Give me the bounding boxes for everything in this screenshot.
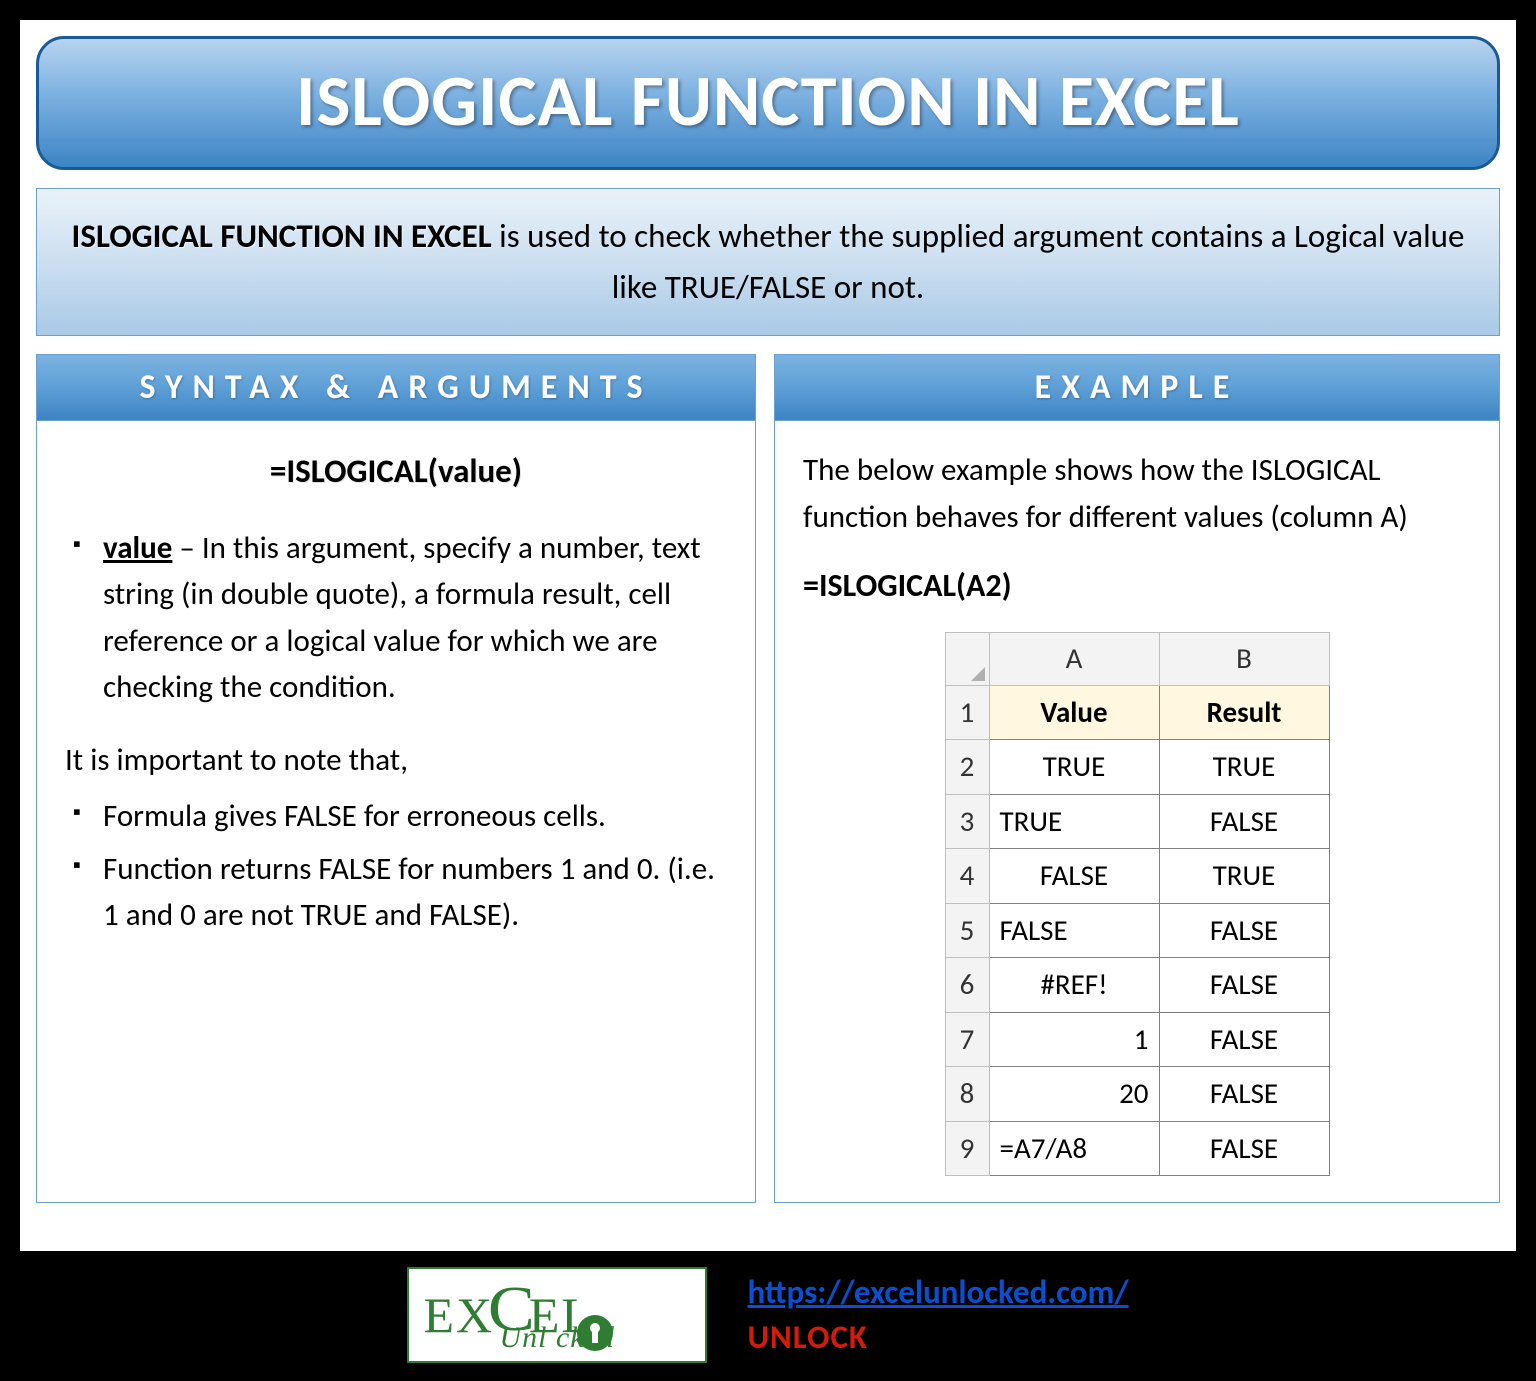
excel-row-number: 7 <box>945 1012 989 1067</box>
excel-row-number: 5 <box>945 903 989 958</box>
syntax-header: SYNTAX & ARGUMENTS <box>37 355 755 421</box>
excel-cell-value: FALSE <box>989 849 1159 904</box>
excel-cell-result: FALSE <box>1159 1121 1329 1176</box>
note-item: Function returns FALSE for numbers 1 and… <box>99 846 727 939</box>
excel-cell-value: TRUE <box>989 794 1159 849</box>
example-body: The below example shows how the ISLOGICA… <box>775 421 1499 1202</box>
excel-cell-value: 20 <box>989 1067 1159 1122</box>
excel-header-row: 1 Value Result <box>945 685 1329 740</box>
argument-item: value – In this argument, specify a numb… <box>99 525 727 711</box>
page-root: ISLOGICAL FUNCTION IN EXCEL ISLOGICAL FU… <box>0 0 1536 1381</box>
excel-col-header: B <box>1159 633 1329 686</box>
footer-link[interactable]: https://excelunlocked.com/ <box>747 1272 1128 1312</box>
excel-col-header-row: A B <box>945 633 1329 686</box>
excel-table-wrap: A B 1 Value Result 2TRUETRUE3TRUEFALSE4F… <box>803 632 1471 1176</box>
excel-data-row: 5FALSEFALSE <box>945 903 1329 958</box>
argument-name: value <box>103 529 172 567</box>
notes-list: Formula gives FALSE for erroneous cells.… <box>65 793 727 939</box>
excel-data-row: 9=A7/A8FALSE <box>945 1121 1329 1176</box>
description-lead: ISLOGICAL FUNCTION IN EXCEL <box>72 216 492 256</box>
excel-row-number: 6 <box>945 958 989 1013</box>
excel-corner-cell <box>945 633 989 686</box>
excel-row-number: 8 <box>945 1067 989 1122</box>
excel-data-row: 6#REF!FALSE <box>945 958 1329 1013</box>
footer-unlock: UNLOCK <box>747 1317 868 1357</box>
footer: EX C EL Unl cked https://excelunlocked.c… <box>18 1267 1518 1363</box>
excel-header-cell: Value <box>989 685 1159 740</box>
example-formula: =ISLOGICAL(A2) <box>803 562 1471 610</box>
excel-cell-result: TRUE <box>1159 849 1329 904</box>
syntax-formula: =ISLOGICAL(value) <box>65 447 727 497</box>
excel-cell-value: #REF! <box>989 958 1159 1013</box>
argument-desc: – In this argument, specify a number, te… <box>103 529 701 707</box>
description-rest: is used to check whether the supplied ar… <box>492 216 1465 307</box>
title-banner: ISLOGICAL FUNCTION IN EXCEL <box>36 36 1500 170</box>
excel-col-header: A <box>989 633 1159 686</box>
excel-cell-value: FALSE <box>989 903 1159 958</box>
syntax-panel: SYNTAX & ARGUMENTS =ISLOGICAL(value) val… <box>36 354 756 1203</box>
excel-cell-result: FALSE <box>1159 903 1329 958</box>
excel-data-row: 2TRUETRUE <box>945 740 1329 795</box>
excel-data-row: 3TRUEFALSE <box>945 794 1329 849</box>
excel-cell-result: FALSE <box>1159 958 1329 1013</box>
excel-cell-value: =A7/A8 <box>989 1121 1159 1176</box>
excel-data-row: 4FALSETRUE <box>945 849 1329 904</box>
excel-cell-result: FALSE <box>1159 794 1329 849</box>
notes-lead: It is important to note that, <box>65 737 727 784</box>
description-bar: ISLOGICAL FUNCTION IN EXCEL is used to c… <box>36 188 1500 336</box>
excel-data-row: 820FALSE <box>945 1067 1329 1122</box>
example-panel: EXAMPLE The below example shows how the … <box>774 354 1500 1203</box>
example-header: EXAMPLE <box>775 355 1499 421</box>
note-item: Formula gives FALSE for erroneous cells. <box>99 793 727 840</box>
excel-data-row: 71FALSE <box>945 1012 1329 1067</box>
excel-row-number: 9 <box>945 1121 989 1176</box>
page-title: ISLOGICAL FUNCTION IN EXCEL <box>39 57 1497 145</box>
excel-unlocked-logo: EX C EL Unl cked <box>407 1267 707 1363</box>
excel-cell-value: 1 <box>989 1012 1159 1067</box>
excel-table: A B 1 Value Result 2TRUETRUE3TRUEFALSE4F… <box>945 632 1330 1176</box>
excel-cell-value: TRUE <box>989 740 1159 795</box>
excel-row-number: 1 <box>945 685 989 740</box>
columns: SYNTAX & ARGUMENTS =ISLOGICAL(value) val… <box>36 354 1500 1203</box>
argument-list: value – In this argument, specify a numb… <box>65 525 727 711</box>
footer-text: https://excelunlocked.com/ UNLOCK <box>747 1270 1128 1359</box>
inner-card: ISLOGICAL FUNCTION IN EXCEL ISLOGICAL FU… <box>18 18 1518 1253</box>
excel-row-number: 3 <box>945 794 989 849</box>
excel-cell-result: TRUE <box>1159 740 1329 795</box>
syntax-body: =ISLOGICAL(value) value – In this argume… <box>37 421 755 971</box>
excel-cell-result: FALSE <box>1159 1067 1329 1122</box>
excel-header-cell: Result <box>1159 685 1329 740</box>
example-intro: The below example shows how the ISLOGICA… <box>803 447 1471 540</box>
logo-text-ex: EX <box>423 1286 494 1344</box>
excel-row-number: 2 <box>945 740 989 795</box>
excel-row-number: 4 <box>945 849 989 904</box>
excel-cell-result: FALSE <box>1159 1012 1329 1067</box>
